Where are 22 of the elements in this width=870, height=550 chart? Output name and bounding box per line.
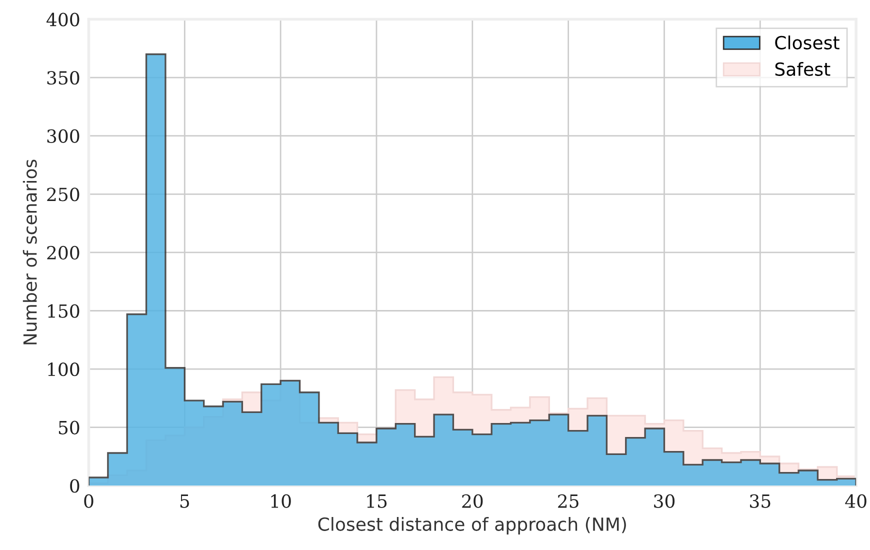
x-tick-label: 40 (845, 494, 866, 508)
legend-label: Safest (775, 62, 830, 76)
y-axis-title: Number of scenarios (22, 160, 37, 344)
y-tick-label: 250 (47, 188, 80, 202)
y-tick-label: 350 (47, 71, 80, 85)
x-tick-label: 25 (558, 494, 578, 508)
x-tick-label: 15 (367, 494, 387, 508)
x-tick-label: 5 (180, 494, 190, 508)
x-tick-label: 30 (654, 494, 675, 508)
y-tick-label: 300 (47, 129, 80, 143)
x-tick-label: 35 (750, 494, 770, 508)
x-tick-label: 20 (462, 494, 483, 508)
y-tick-label: 100 (48, 362, 80, 376)
x-tick-label: 0 (84, 494, 94, 508)
y-tick-label: 0 (70, 479, 80, 493)
y-tick-label: 50 (58, 420, 80, 434)
legend-label: Closest (775, 36, 840, 50)
y-tick-label: 200 (47, 246, 80, 260)
x-axis-title: Closest distance of approach (NM) (318, 517, 626, 534)
y-tick-label: 400 (46, 12, 80, 26)
y-tick-label: 150 (48, 304, 80, 318)
x-tick-label: 10 (271, 494, 291, 508)
